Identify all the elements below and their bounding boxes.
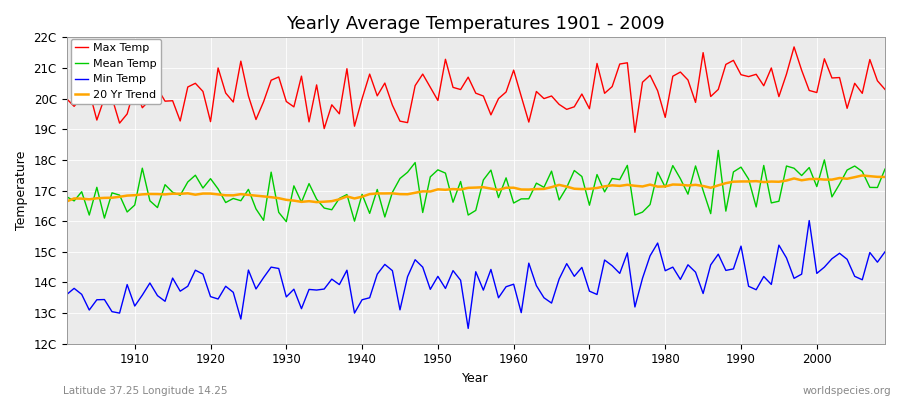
Mean Temp <box>281 219 292 224</box>
Min Temp <box>508 282 519 287</box>
Y-axis label: Temperature: Temperature <box>15 151 28 230</box>
Max Temp <box>334 111 345 116</box>
Max Temp <box>629 130 640 135</box>
Min Temp <box>607 263 617 268</box>
Line: Min Temp: Min Temp <box>67 220 885 328</box>
20 Yr Trend <box>508 185 519 190</box>
Min Temp <box>804 218 814 223</box>
Max Temp <box>788 44 799 49</box>
Mean Temp <box>516 196 526 201</box>
Max Temp <box>599 91 610 96</box>
Min Temp <box>463 326 473 331</box>
Mean Temp <box>341 192 352 197</box>
Max Temp <box>500 90 511 94</box>
Max Temp <box>61 96 72 101</box>
Line: 20 Yr Trend: 20 Yr Trend <box>67 176 885 202</box>
Min Temp <box>334 282 345 287</box>
Min Temp <box>516 310 526 315</box>
20 Yr Trend <box>879 174 890 179</box>
Max Temp <box>122 112 132 116</box>
Text: worldspecies.org: worldspecies.org <box>803 386 891 396</box>
Min Temp <box>61 292 72 297</box>
Mean Temp <box>61 194 72 199</box>
20 Yr Trend <box>61 199 72 204</box>
Min Temp <box>879 250 890 254</box>
Mean Temp <box>713 148 724 153</box>
Mean Temp <box>122 210 132 214</box>
Min Temp <box>289 287 300 292</box>
Mean Temp <box>607 176 617 181</box>
20 Yr Trend <box>607 183 617 188</box>
20 Yr Trend <box>122 193 132 198</box>
Line: Max Temp: Max Temp <box>67 47 885 132</box>
20 Yr Trend <box>311 200 322 204</box>
Max Temp <box>289 104 300 109</box>
Mean Temp <box>296 200 307 205</box>
20 Yr Trend <box>857 173 868 178</box>
Line: Mean Temp: Mean Temp <box>67 150 885 222</box>
Mean Temp <box>508 201 519 206</box>
Min Temp <box>122 282 132 287</box>
20 Yr Trend <box>341 194 352 199</box>
20 Yr Trend <box>516 187 526 192</box>
20 Yr Trend <box>289 198 300 203</box>
X-axis label: Year: Year <box>463 372 489 385</box>
Text: Latitude 37.25 Longitude 14.25: Latitude 37.25 Longitude 14.25 <box>63 386 228 396</box>
Max Temp <box>879 87 890 92</box>
Max Temp <box>508 68 519 72</box>
Legend: Max Temp, Mean Temp, Min Temp, 20 Yr Trend: Max Temp, Mean Temp, Min Temp, 20 Yr Tre… <box>70 39 161 104</box>
Mean Temp <box>879 167 890 172</box>
Title: Yearly Average Temperatures 1901 - 2009: Yearly Average Temperatures 1901 - 2009 <box>286 15 665 33</box>
